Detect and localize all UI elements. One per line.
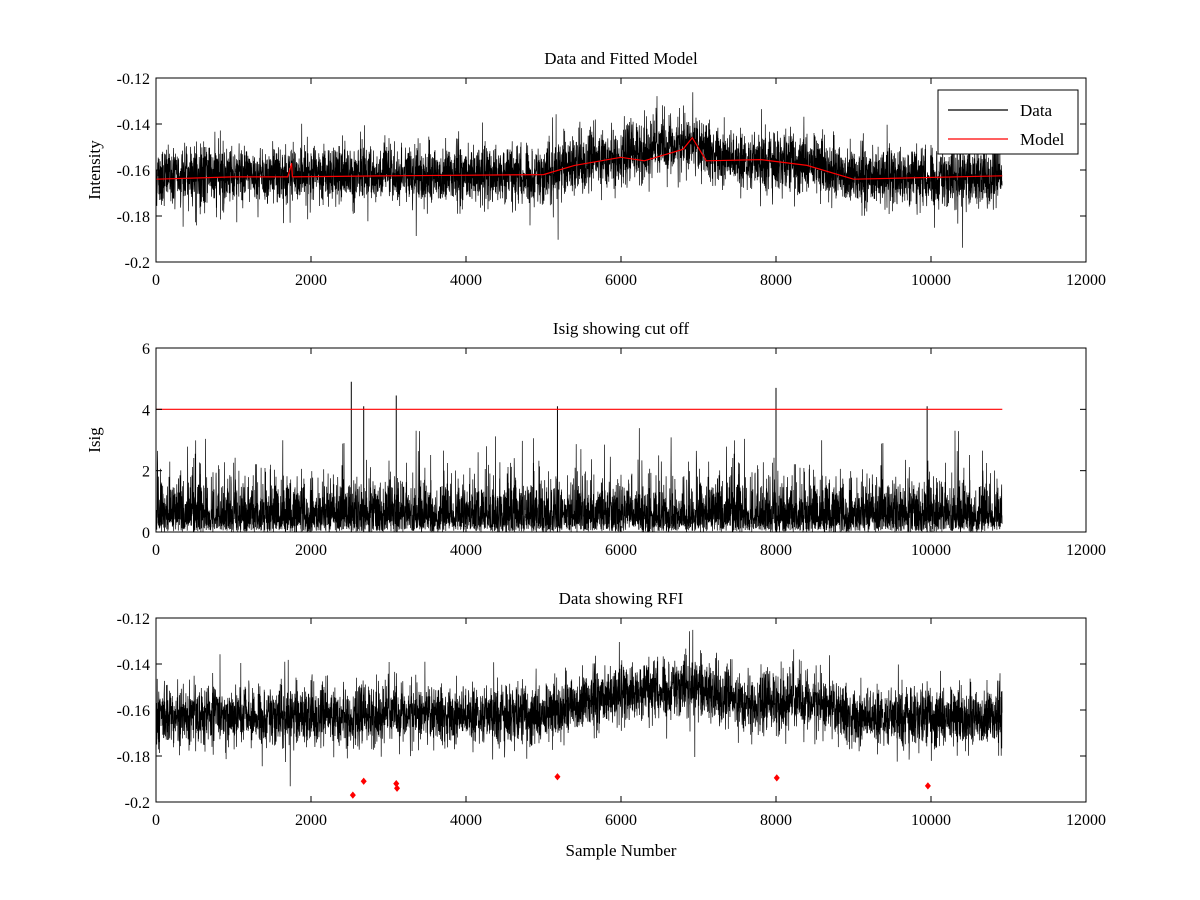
rfi-marker — [924, 782, 931, 790]
plot-title: Data showing RFI — [559, 589, 684, 608]
rfi-marker — [773, 774, 780, 782]
y-tick-label: -0.18 — [117, 749, 150, 766]
x-axis-label: Sample Number — [566, 841, 677, 860]
x-tick-label: 12000 — [1066, 272, 1106, 289]
x-tick-label: 0 — [152, 812, 160, 829]
y-axis-label: Intensity — [85, 140, 104, 200]
plot-2: 0 2000 4000 6000 8000 10000 12000 0 2 4 6 Isig show… — [85, 319, 1106, 559]
y-tick-label: -0.16 — [117, 703, 150, 720]
x-tick-label: 10000 — [911, 812, 951, 829]
y-axis-label: Isig — [85, 427, 104, 453]
rfi-marker — [394, 784, 401, 792]
x-tick-label: 8000 — [760, 542, 792, 559]
y-tick-label: -0.16 — [117, 163, 150, 180]
x-tick-label: 12000 — [1066, 812, 1106, 829]
plot-3: 0 2000 4000 6000 8000 10000 12000 -0.12 -0.14 -0.… — [117, 589, 1106, 860]
x-tick-label: 10000 — [911, 272, 951, 289]
x-tick-label: 4000 — [450, 812, 482, 829]
legend-label-data: Data — [1020, 101, 1053, 120]
rfi-marker — [554, 773, 561, 781]
x-tick-label: 4000 — [450, 542, 482, 559]
rfi-marker — [349, 791, 356, 799]
y-tick-label: 4 — [142, 402, 150, 419]
x-tick-label: 6000 — [605, 272, 637, 289]
y-tick-label: -0.14 — [117, 657, 150, 674]
x-tick-label: 6000 — [605, 542, 637, 559]
y-tick-label: 0 — [142, 525, 150, 542]
series-model — [155, 136, 1003, 180]
x-tick-label: 12000 — [1066, 542, 1106, 559]
y-tick-label: 2 — [142, 464, 150, 481]
x-tick-label: 6000 — [605, 812, 637, 829]
plot-1: 0 2000 4000 6000 8000 10000 12000 -0.12 -0.14 -0.… — [85, 49, 1106, 289]
x-tick-label: 0 — [152, 272, 160, 289]
x-tick-label: 0 — [152, 542, 160, 559]
y-tick-label: -0.14 — [117, 117, 150, 134]
legend-label-model: Model — [1020, 130, 1065, 149]
legend: Data Model — [937, 89, 1079, 155]
x-tick-label: 8000 — [760, 812, 792, 829]
series-data — [155, 629, 1003, 787]
y-tick-label: -0.12 — [117, 71, 150, 88]
series-isig — [155, 428, 1003, 533]
y-tick-label: -0.12 — [117, 611, 150, 628]
y-tick-label: -0.2 — [125, 255, 150, 272]
y-tick-label: 6 — [142, 341, 150, 358]
y-tick-label: -0.2 — [125, 795, 150, 812]
plot-title: Isig showing cut off — [553, 319, 689, 338]
legend-box — [937, 89, 1079, 155]
x-tick-label: 8000 — [760, 272, 792, 289]
series-data — [155, 92, 1003, 248]
y-tick-label: -0.18 — [117, 209, 150, 226]
x-tick-label: 2000 — [295, 542, 327, 559]
x-tick-label: 4000 — [450, 272, 482, 289]
x-tick-label: 10000 — [911, 542, 951, 559]
x-tick-label: 2000 — [295, 272, 327, 289]
x-tick-label: 2000 — [295, 812, 327, 829]
plot-title: Data and Fitted Model — [544, 49, 698, 68]
rfi-marker — [360, 777, 367, 785]
